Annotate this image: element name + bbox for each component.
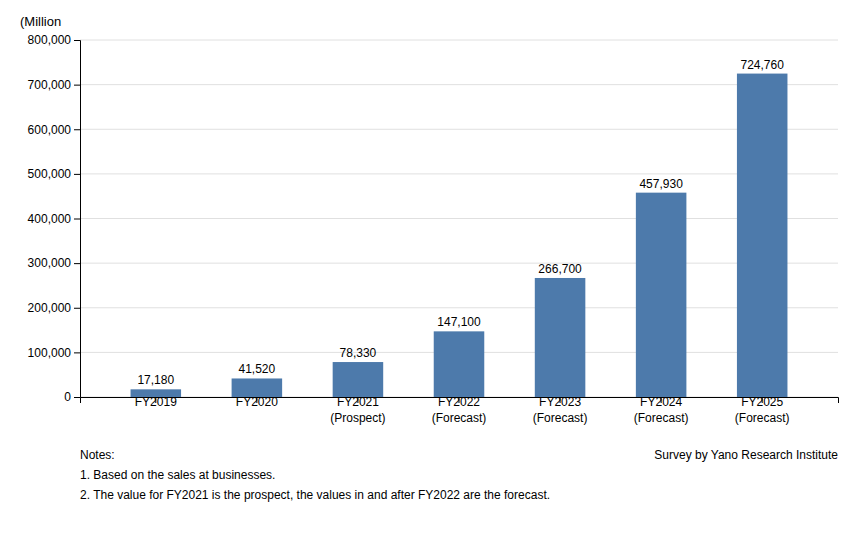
y-tick: 400,000 xyxy=(28,212,80,226)
x-tick-label-line: FY2021 xyxy=(337,395,379,409)
y-tick-mark xyxy=(74,129,80,130)
x-tick-label: FY2023 (Forecast) xyxy=(533,395,588,425)
note: 2. The value for FY2021 is the prospect,… xyxy=(80,488,550,502)
x-tick-label-line: (Forecast) xyxy=(735,411,790,425)
x-tick-label: FY2022 (Forecast) xyxy=(432,395,487,425)
x-tick-label-line: (Forecast) xyxy=(432,411,487,425)
y-tick: 700,000 xyxy=(28,78,80,92)
y-axis: 0 100,000 200,000 300,000 400,000 500,000 600,… xyxy=(28,33,81,404)
y-tick: 0 xyxy=(64,390,80,404)
grid-line xyxy=(80,40,838,41)
y-tick-label: 500,000 xyxy=(28,167,72,181)
note: Survey by Yano Research Institute xyxy=(654,448,838,462)
x-tick: FY2025 (Forecast) xyxy=(735,395,790,425)
data-labels: 17,180 41,520 78,330 147,100 266,700 457,930 7… xyxy=(137,58,784,388)
y-tick-label: 600,000 xyxy=(28,123,72,137)
y-tick: 200,000 xyxy=(28,301,80,315)
x-tick-label-line: FY2019 xyxy=(135,395,177,409)
data-label: 147,100 xyxy=(437,315,481,329)
data-label: 17,180 xyxy=(137,373,174,387)
y-axis-title: (Million xyxy=(20,14,61,29)
y-tick-label: 300,000 xyxy=(28,256,72,270)
x-tick-label-line: FY2023 xyxy=(539,395,581,409)
bar xyxy=(434,331,485,397)
x-tick-label-line: (Forecast) xyxy=(634,411,689,425)
y-axis-line xyxy=(74,41,81,398)
x-tick-label-line: FY2022 xyxy=(438,395,480,409)
grid xyxy=(80,40,838,397)
bars xyxy=(131,74,788,397)
x-tick-label-line: FY2025 xyxy=(741,395,783,409)
bar xyxy=(333,362,384,397)
y-tick: 100,000 xyxy=(28,346,80,360)
y-tick: 500,000 xyxy=(28,167,80,181)
x-tick-label-line: FY2020 xyxy=(236,395,278,409)
bar xyxy=(737,74,788,397)
x-tick-label: FY2019 xyxy=(135,395,177,409)
grid-line xyxy=(80,263,838,264)
grid-line xyxy=(80,129,838,130)
data-label: 457,930 xyxy=(639,177,683,191)
y-tick-mark xyxy=(74,352,80,353)
x-tick: FY2019 xyxy=(135,395,177,409)
grid-line xyxy=(80,218,838,219)
data-label: 724,760 xyxy=(741,58,785,72)
y-tick-label: 700,000 xyxy=(28,78,72,92)
y-tick-label: 100,000 xyxy=(28,346,72,360)
x-tick-label: FY2020 xyxy=(236,395,278,409)
data-label: 41,520 xyxy=(239,362,276,376)
x-tick-label-line: FY2024 xyxy=(640,395,682,409)
y-tick-mark xyxy=(74,219,80,220)
x-tick: FY2024 (Forecast) xyxy=(634,395,689,425)
plot: 0 100,000 200,000 300,000 400,000 500,000 600,… xyxy=(28,33,839,424)
bar xyxy=(535,278,586,397)
y-tick-mark xyxy=(74,397,80,398)
grid-line xyxy=(80,84,838,85)
y-tick-mark xyxy=(74,40,80,41)
y-tick-label: 800,000 xyxy=(28,33,72,47)
data-label: 266,700 xyxy=(538,262,582,276)
note: 1. Based on the sales at businesses. xyxy=(80,468,275,482)
x-axis: FY2019 FY2020 FY2021 (Prospect) FY2022 (Forec… xyxy=(81,395,839,425)
y-tick-mark xyxy=(74,263,80,264)
y-tick-mark xyxy=(74,308,80,309)
y-tick-label: 200,000 xyxy=(28,301,72,315)
y-tick-mark xyxy=(74,174,80,175)
x-tick-label-line: (Forecast) xyxy=(533,411,588,425)
y-tick: 600,000 xyxy=(28,123,80,137)
y-tick-mark xyxy=(74,85,80,86)
y-tick-label: 0 xyxy=(64,390,71,404)
y-tick: 800,000 xyxy=(28,33,80,47)
y-tick: 300,000 xyxy=(28,256,80,270)
data-label: 78,330 xyxy=(340,346,377,360)
x-tick-label: FY2024 (Forecast) xyxy=(634,395,689,425)
x-tick: FY2023 (Forecast) xyxy=(533,395,588,425)
note: Notes: xyxy=(80,448,115,462)
x-tick-label-line: (Prospect) xyxy=(330,411,385,425)
y-tick-label: 400,000 xyxy=(28,212,72,226)
x-tick-label: FY2021 (Prospect) xyxy=(330,395,385,425)
x-tick: FY2021 (Prospect) xyxy=(330,395,385,425)
chart: 0 100,000 200,000 300,000 400,000 500,000 600,… xyxy=(0,0,864,547)
grid-line xyxy=(80,307,838,308)
grid-line xyxy=(80,173,838,174)
bar xyxy=(636,193,687,397)
x-tick: FY2020 xyxy=(236,395,278,409)
x-tick: FY2022 (Forecast) xyxy=(432,395,487,425)
x-tick-label: FY2025 (Forecast) xyxy=(735,395,790,425)
